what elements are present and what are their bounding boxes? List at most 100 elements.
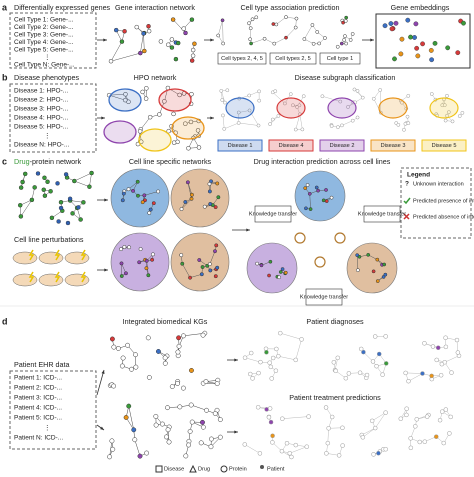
node xyxy=(323,405,329,410)
node xyxy=(127,245,131,250)
edge xyxy=(341,120,353,126)
node xyxy=(372,334,378,339)
node xyxy=(375,257,380,262)
network xyxy=(242,330,304,381)
network xyxy=(331,334,389,381)
bolt xyxy=(54,271,61,283)
subgraph xyxy=(225,97,255,119)
node xyxy=(72,178,77,184)
node xyxy=(177,404,183,410)
node xyxy=(398,416,404,421)
edge xyxy=(159,101,165,115)
plate xyxy=(12,273,38,287)
edge xyxy=(295,339,302,360)
list-box xyxy=(9,83,97,153)
node xyxy=(346,371,352,376)
node xyxy=(176,343,182,349)
edge xyxy=(190,274,202,278)
edge xyxy=(109,93,126,96)
node xyxy=(268,122,272,126)
list-item: ⋮ xyxy=(44,425,51,432)
node xyxy=(207,189,212,194)
node xyxy=(189,58,195,63)
node xyxy=(133,352,138,358)
node xyxy=(259,263,264,268)
node xyxy=(315,30,320,34)
node xyxy=(186,146,191,151)
node xyxy=(441,440,446,446)
node xyxy=(216,33,221,38)
list-item: ⋮ xyxy=(44,54,51,61)
node xyxy=(323,36,327,40)
node xyxy=(220,18,225,23)
node xyxy=(183,30,188,36)
node xyxy=(175,381,181,386)
arrow-head xyxy=(370,38,374,42)
section-title: HPO network xyxy=(134,73,177,82)
node xyxy=(120,198,125,203)
edge xyxy=(405,372,423,374)
embedding xyxy=(389,26,395,32)
node xyxy=(45,179,50,185)
node xyxy=(189,367,194,373)
subgraph xyxy=(327,97,357,119)
edge xyxy=(304,24,313,40)
node xyxy=(396,122,401,127)
node xyxy=(247,21,251,26)
node xyxy=(268,419,274,425)
node xyxy=(257,451,263,456)
node xyxy=(147,114,153,120)
node xyxy=(291,103,295,108)
node xyxy=(272,41,277,46)
legend-icon xyxy=(260,465,264,469)
node xyxy=(119,274,124,278)
node xyxy=(333,368,338,374)
list-item: Patient 5: ICD-... xyxy=(14,415,62,422)
bolt xyxy=(80,249,87,261)
node xyxy=(443,344,449,350)
plate xyxy=(38,273,64,287)
node xyxy=(408,445,414,451)
node xyxy=(307,191,312,196)
node xyxy=(151,201,156,206)
subgraph xyxy=(378,97,408,119)
prediction-label: Cell types 2, 4, 5 xyxy=(221,56,263,62)
node xyxy=(336,125,340,129)
node xyxy=(215,181,220,186)
network xyxy=(108,17,197,64)
embedding xyxy=(455,50,461,56)
edge xyxy=(272,92,286,104)
node xyxy=(278,270,283,274)
node xyxy=(158,39,164,44)
section-title: Gene interaction network xyxy=(115,3,195,12)
node xyxy=(221,41,226,46)
edge xyxy=(140,33,144,54)
cell-line xyxy=(246,242,298,294)
network xyxy=(120,179,161,215)
node xyxy=(376,450,381,456)
edge xyxy=(217,20,223,36)
node xyxy=(200,424,206,430)
edge xyxy=(285,27,296,38)
list-item: ⋮ xyxy=(44,133,51,140)
bolt xyxy=(28,249,35,261)
section-title: Cell line perturbations xyxy=(14,235,84,244)
list-item: Cell Type 5: Gene-... xyxy=(14,47,74,54)
node xyxy=(166,439,172,445)
node xyxy=(262,36,267,41)
node xyxy=(142,193,147,198)
node xyxy=(202,204,207,209)
transfer-box xyxy=(363,205,401,223)
node xyxy=(276,114,281,118)
node xyxy=(220,98,225,102)
node xyxy=(329,124,334,128)
node xyxy=(146,273,151,278)
network xyxy=(355,252,388,283)
label-box xyxy=(268,139,314,152)
legend-label: Drug xyxy=(198,466,210,472)
node xyxy=(249,41,253,46)
edge xyxy=(222,20,224,44)
node xyxy=(343,19,348,23)
protein xyxy=(58,205,64,211)
node xyxy=(205,263,210,268)
